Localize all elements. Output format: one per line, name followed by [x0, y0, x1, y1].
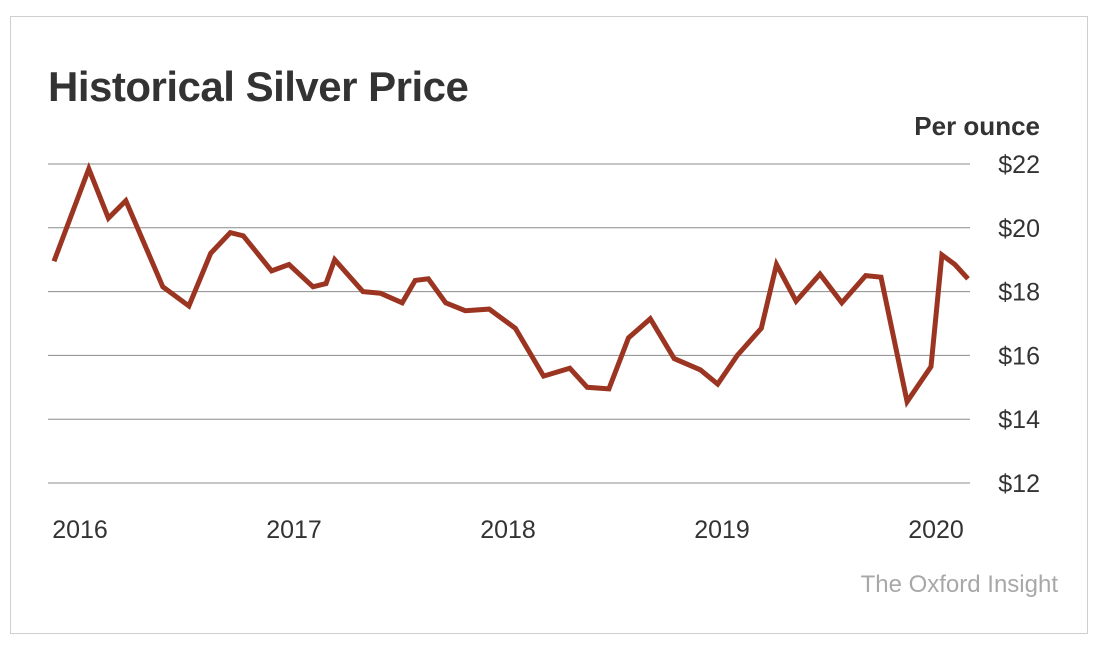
y-tick-labels: $22 $20 $18 $16 $14 $12: [998, 151, 1040, 498]
y-tick-label: $22: [998, 151, 1040, 179]
price-line: [51, 161, 970, 408]
chart-frame: [10, 16, 1088, 634]
y-tick-label: $20: [998, 215, 1040, 243]
y-axis-unit-label: Per ounce: [914, 111, 1040, 141]
x-tick-label: 2018: [480, 516, 536, 544]
x-tick-label: 2017: [266, 516, 322, 544]
x-tick-labels: 2016 2017 2018 2019 2020: [52, 516, 964, 544]
series-group: [51, 161, 970, 408]
x-tick-label: 2019: [694, 516, 750, 544]
x-tick-label: 2020: [908, 516, 964, 544]
y-tick-label: $18: [998, 279, 1040, 307]
gridlines: [48, 163, 970, 484]
y-tick-label: $16: [998, 342, 1040, 370]
source-credit: The Oxford Insight: [860, 571, 1058, 598]
chart-title: Historical Silver Price: [48, 63, 469, 110]
y-tick-label: $12: [998, 470, 1040, 498]
y-tick-label: $14: [998, 406, 1040, 434]
x-tick-label: 2016: [52, 516, 108, 544]
